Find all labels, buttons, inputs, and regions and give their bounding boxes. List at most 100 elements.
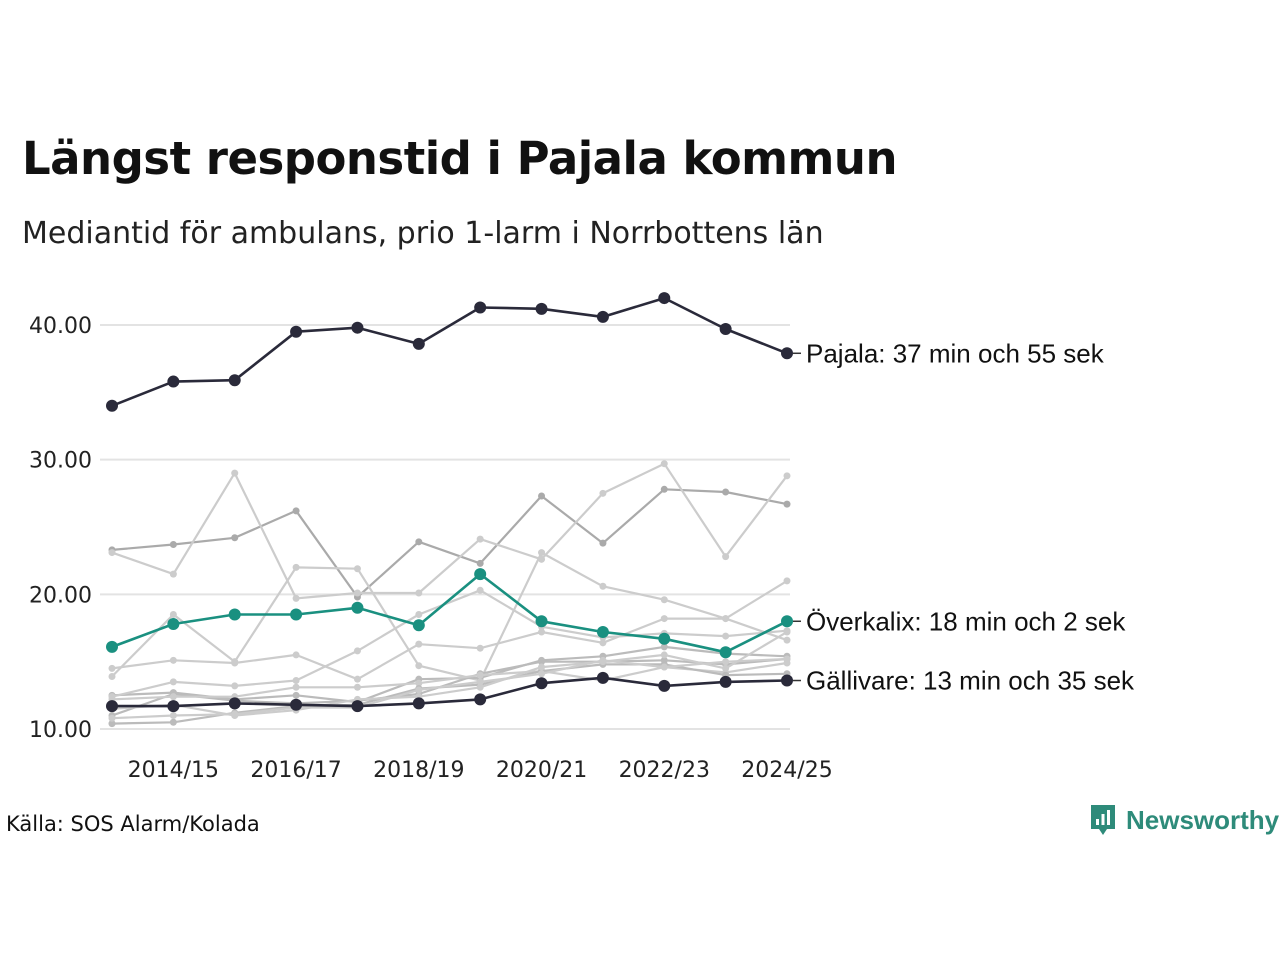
newsworthy-logo-icon (1091, 805, 1115, 835)
data-point (538, 670, 546, 678)
x-tick-label: 2020/21 (496, 758, 587, 783)
y-axis-ticks: 10.00 20.00 30.00 40.00 (29, 314, 92, 743)
series-line (112, 676, 788, 708)
series-arvidsjaur (108, 549, 791, 685)
data-point (169, 570, 177, 578)
data-point (783, 636, 791, 644)
chart-title: Längst responstid i Pajala kommun (22, 132, 897, 185)
data-point (596, 626, 609, 639)
data-point (783, 628, 791, 636)
x-tick-label: 2024/25 (741, 758, 832, 783)
y-tick-label: 30.00 (29, 449, 92, 474)
data-point (351, 321, 364, 334)
line-chart: 10.00 20.00 30.00 40.00 2014/15 2016/17 2018/… (29, 292, 1135, 783)
data-point (781, 674, 793, 687)
brand-name: Newsworthy (1126, 804, 1280, 835)
y-tick-label: 20.00 (29, 583, 92, 608)
data-point (167, 375, 180, 388)
series-line (111, 579, 788, 681)
data-point (106, 640, 118, 653)
data-point (474, 301, 487, 314)
data-point (228, 374, 241, 387)
data-point (228, 697, 241, 710)
series-line (111, 572, 788, 654)
series-jokkmokk (108, 485, 791, 601)
data-point (783, 577, 791, 585)
series--vertorne- (108, 577, 791, 683)
data-point (167, 700, 180, 713)
data-point (108, 549, 116, 557)
data-point (292, 507, 300, 515)
data-point (596, 671, 609, 684)
series--verkalix (106, 568, 793, 659)
data-point (169, 718, 177, 726)
data-point (415, 538, 423, 546)
data-point (292, 594, 300, 602)
data-point (228, 608, 241, 621)
data-point (660, 663, 668, 671)
grid-lines (100, 324, 790, 730)
data-point (476, 586, 484, 594)
data-point (231, 534, 239, 542)
data-point (596, 310, 609, 323)
data-point (231, 469, 239, 477)
data-point (415, 611, 423, 619)
data-point (722, 632, 730, 640)
data-point (722, 488, 730, 496)
data-point (169, 693, 177, 701)
series-end-label: Gällivare: 13 min och 35 sek (806, 666, 1135, 696)
data-point (658, 292, 671, 305)
x-tick-label: 2014/15 (128, 758, 219, 783)
data-point (353, 675, 361, 683)
data-point (412, 619, 425, 632)
data-point (474, 693, 487, 706)
series-line (111, 296, 788, 408)
data-point (599, 639, 607, 647)
data-point (658, 632, 671, 645)
series-line (111, 661, 788, 701)
series-lule- (108, 660, 791, 728)
x-tick-label: 2018/19 (373, 758, 464, 783)
data-point (169, 712, 177, 720)
data-point (660, 615, 668, 623)
data-point (719, 675, 732, 688)
series-line (111, 462, 788, 600)
data-point (538, 663, 546, 671)
source-note: Källa: SOS Alarm/Kolada (6, 812, 260, 836)
data-point (292, 563, 300, 571)
data-point (351, 601, 364, 614)
data-point (292, 651, 300, 659)
data-point (353, 565, 361, 573)
data-point (415, 589, 423, 597)
data-point (169, 678, 177, 686)
data-point (658, 679, 671, 692)
data-point (719, 323, 732, 336)
data-point (783, 472, 791, 480)
data-point (108, 672, 116, 680)
data-point (415, 679, 423, 687)
data-point (108, 664, 116, 672)
data-point (231, 710, 239, 718)
y-tick-label: 10.00 (29, 718, 92, 743)
data-point (351, 700, 364, 713)
data-point (231, 682, 239, 690)
data-point (106, 700, 118, 713)
series-arjeplog (108, 460, 791, 602)
data-point (476, 678, 484, 686)
data-point (476, 559, 484, 567)
data-point (722, 553, 730, 561)
data-point (781, 615, 793, 628)
data-point (599, 582, 607, 590)
chart-subtitle: Mediantid för ambulans, prio 1-larm i No… (22, 216, 824, 251)
data-point (783, 655, 791, 663)
x-tick-label: 2016/17 (250, 758, 341, 783)
data-point (538, 658, 546, 666)
data-point (415, 640, 423, 648)
data-point (476, 683, 484, 691)
data-point (412, 697, 425, 710)
data-point (660, 651, 668, 659)
series-line (111, 589, 788, 698)
series-line (111, 657, 788, 720)
data-point (722, 658, 730, 666)
data-point (474, 568, 487, 581)
